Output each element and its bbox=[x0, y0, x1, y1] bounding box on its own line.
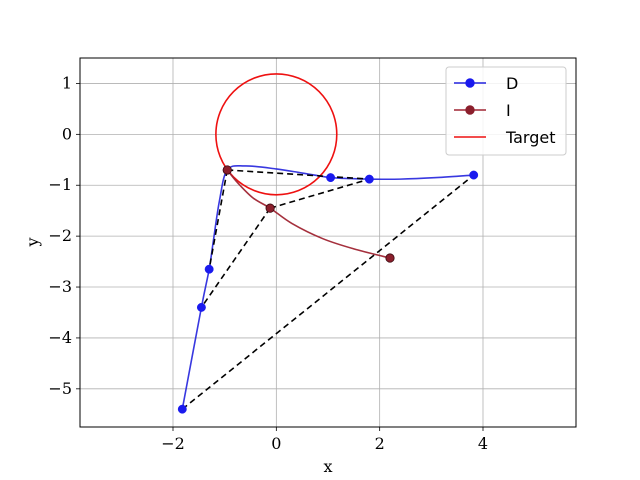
x-tick-label: 0 bbox=[271, 434, 281, 453]
legend: DI Target bbox=[445, 66, 567, 156]
y-tick-label: −2 bbox=[48, 226, 72, 245]
plot-frame bbox=[79, 57, 577, 428]
legend-box bbox=[445, 66, 567, 156]
series-i-line bbox=[226, 169, 391, 259]
series-i-point bbox=[222, 165, 232, 175]
dashed-connector bbox=[200, 207, 271, 308]
series-d-point bbox=[196, 302, 206, 312]
plot-content bbox=[177, 73, 479, 414]
series-d-point bbox=[204, 264, 214, 274]
legend-entry-i-marker bbox=[465, 105, 475, 115]
x-tick-label: 4 bbox=[478, 434, 488, 453]
y-tick-label: 1 bbox=[62, 73, 72, 92]
grid-lines bbox=[80, 58, 576, 427]
x-tick-label: −2 bbox=[161, 434, 185, 453]
legend-entry-d-marker bbox=[465, 78, 475, 88]
y-ticks: 1 0 −1 −2 −3 −4 −5 bbox=[48, 73, 80, 398]
series-d-point bbox=[177, 404, 187, 414]
x-ticks: −2 0 2 4 bbox=[161, 427, 488, 453]
legend-entry-target-label: Target bbox=[505, 128, 556, 147]
y-tick-label: −4 bbox=[48, 328, 72, 347]
series-i-point bbox=[385, 253, 395, 263]
y-tick-label: −1 bbox=[48, 175, 72, 194]
dashed-connector bbox=[208, 169, 229, 270]
x-axis-label: x bbox=[323, 457, 332, 476]
series-d-point bbox=[326, 173, 336, 183]
dashed-connector bbox=[269, 178, 370, 209]
series-i-point bbox=[265, 203, 275, 213]
target-circle bbox=[215, 73, 338, 196]
series-d-point bbox=[364, 174, 374, 184]
dashed-connector bbox=[227, 169, 370, 180]
y-axis-label: y bbox=[23, 237, 42, 247]
y-tick-label: 0 bbox=[62, 124, 72, 143]
dashed-connector bbox=[181, 174, 475, 410]
x-tick-label: 2 bbox=[375, 434, 385, 453]
y-tick-label: −3 bbox=[48, 277, 72, 296]
series-d-point bbox=[469, 170, 479, 180]
legend-entry-d-label: D bbox=[506, 74, 518, 93]
y-tick-label: −5 bbox=[48, 379, 72, 398]
legend-entry-i-label: I bbox=[506, 101, 511, 120]
